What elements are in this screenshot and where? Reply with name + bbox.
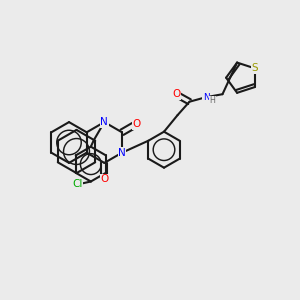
Text: N: N: [203, 93, 209, 102]
Text: Cl: Cl: [72, 179, 83, 190]
Text: N: N: [118, 148, 126, 158]
Text: O: O: [172, 89, 180, 99]
Text: O: O: [100, 174, 109, 184]
Text: S: S: [252, 63, 258, 74]
Text: N: N: [100, 117, 108, 127]
Text: H: H: [210, 96, 215, 105]
Text: O: O: [132, 119, 140, 129]
